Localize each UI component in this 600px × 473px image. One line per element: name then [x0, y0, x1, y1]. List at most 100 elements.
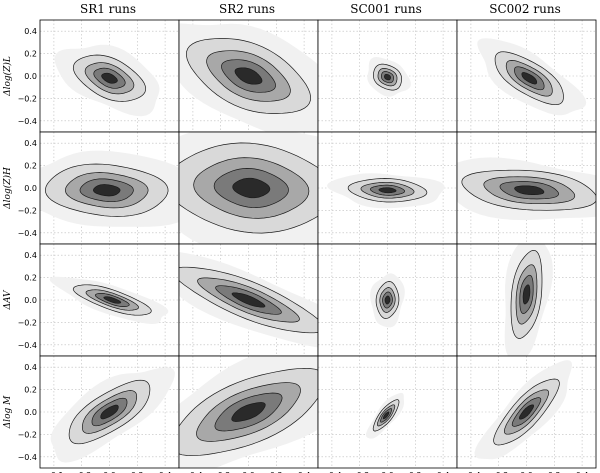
y-tick-label: 0.0: [24, 184, 37, 193]
contour-level: [519, 404, 534, 420]
contour-level: [378, 187, 397, 194]
y-tick-label: −0.2: [18, 94, 37, 103]
y-tick-label: 0.2: [24, 386, 37, 395]
contour-group: [370, 273, 405, 328]
contour-level: [101, 72, 118, 84]
column-title: SR2 runs: [219, 2, 275, 16]
contour-level: [384, 73, 391, 81]
panel: [317, 131, 458, 245]
panel: [456, 19, 597, 133]
contour-group: [477, 38, 587, 116]
contour-group: [54, 44, 160, 117]
contour-group: [49, 276, 169, 324]
x-tick-label: −0.4: [322, 471, 341, 473]
contour-level: [232, 177, 271, 199]
column-title: SC001 runs: [350, 2, 421, 16]
column-titles: SR1 runs SR2 runs SC001 runs SC002 runs: [80, 2, 561, 16]
x-tick-label: 0.2: [409, 471, 422, 473]
contour-level: [231, 292, 266, 308]
y-tick-label: 0.0: [24, 408, 37, 417]
panel-grid: −0.4 −0.2 0.0 0.2 0.4 Δlog(Z)L −0.4 −0.2 0.0 0.2 0…: [2, 19, 597, 473]
panel: [178, 243, 319, 357]
column-title: SR1 runs: [80, 2, 136, 16]
y-tick-label: 0.4: [24, 251, 37, 260]
panel: −0.4−0.20.00.20.4Δ(log t)L: [456, 355, 597, 473]
x-tick-label: 0.0: [381, 471, 394, 473]
panel: [456, 131, 597, 245]
y-tick-label: 0.2: [24, 162, 37, 171]
y-tick-label: −0.4: [18, 341, 37, 350]
x-tick-label: 0.0: [520, 471, 533, 473]
contour-level: [522, 284, 531, 305]
contour-group: [179, 356, 318, 468]
panel: −0.4 −0.2 0.0 0.2 0.4 Δlog(Z)L: [2, 19, 180, 133]
x-tick-label: 0.0: [103, 471, 116, 473]
panel: [178, 19, 319, 133]
x-tick-label: −0.2: [211, 471, 230, 473]
contour-group: [50, 367, 175, 463]
y-tick-label: 0.4: [24, 139, 37, 148]
panel: −0.4 −0.2 0.0 0.2 0.4 ΔAV: [3, 243, 180, 357]
y-axis-label: Δlog M: [3, 395, 13, 429]
y-tick-label: 0.4: [24, 363, 37, 372]
x-tick-label: 0.2: [548, 471, 561, 473]
contour-group: [366, 392, 404, 439]
x-tick-label: −0.2: [489, 471, 508, 473]
y-axis-label: Δlog(Z)H: [2, 167, 13, 210]
panel: [317, 243, 458, 357]
x-tick-label: −0.1: [44, 471, 63, 473]
contour-level: [100, 404, 119, 420]
y-tick-label: −0.4: [18, 117, 37, 126]
contour-group: [40, 150, 179, 227]
x-tick-label: 0.4: [576, 471, 589, 473]
panel: −0.4−0.20.00.20.4Δ(log t)L: [178, 355, 319, 473]
y-axis-label: Δlog(Z)L: [2, 56, 13, 97]
y-tick-label: −0.2: [18, 206, 37, 215]
contour-group: [179, 132, 318, 244]
column-title: SC002 runs: [489, 2, 560, 16]
contour-level: [103, 296, 122, 304]
x-tick-label: 0.0: [242, 471, 255, 473]
contour-level: [382, 411, 390, 420]
panel: [317, 19, 458, 133]
panel: −0.4 −0.2 0.0 0.2 0.4 Δlog M −0.1 −0.2 0.0 0.2 0.4…: [3, 355, 180, 473]
contour-group: [457, 157, 596, 221]
y-tick-label: 0.2: [24, 274, 37, 283]
panel: [178, 131, 319, 245]
contour-group: [367, 57, 411, 97]
contour-level: [234, 67, 263, 85]
y-tick-label: −0.4: [18, 229, 37, 238]
y-tick-label: 0.4: [24, 27, 37, 36]
x-tick-label: 0.4: [437, 471, 450, 473]
contour-level: [521, 72, 538, 85]
x-tick-label: 0.2: [131, 471, 144, 473]
x-tick-label: −0.2: [72, 471, 91, 473]
panel: −0.4−0.20.00.20.4Δ(log t)L: [317, 355, 458, 473]
x-tick-label: 0.2: [270, 471, 283, 473]
contour-level: [514, 185, 545, 195]
y-tick-label: 0.2: [24, 50, 37, 59]
y-tick-label: 0.0: [24, 296, 37, 305]
contour-group: [327, 173, 445, 209]
x-tick-label: −0.2: [350, 471, 369, 473]
contour-level: [93, 184, 121, 197]
x-tick-label: 0.4: [159, 471, 172, 473]
panel: [456, 243, 597, 357]
y-axis-label: ΔAV: [3, 289, 13, 311]
x-tick-label: 0.4: [298, 471, 311, 473]
y-tick-label: 0.0: [24, 72, 37, 81]
y-tick-label: −0.4: [18, 453, 37, 462]
contour-group: [179, 23, 318, 132]
panel: −0.4 −0.2 0.0 0.2 0.4 Δlog(Z)H: [2, 131, 180, 245]
contour-level: [231, 402, 266, 422]
x-tick-label: −0.4: [183, 471, 202, 473]
contour-level: [384, 295, 391, 305]
y-tick-label: −0.2: [18, 318, 37, 327]
x-tick-label: −0.4: [461, 471, 480, 473]
contour-group: [179, 252, 318, 348]
y-tick-label: −0.2: [18, 430, 37, 439]
contour-group: [504, 244, 553, 356]
panel-frame: [456, 355, 597, 469]
contour-group: [474, 360, 572, 460]
